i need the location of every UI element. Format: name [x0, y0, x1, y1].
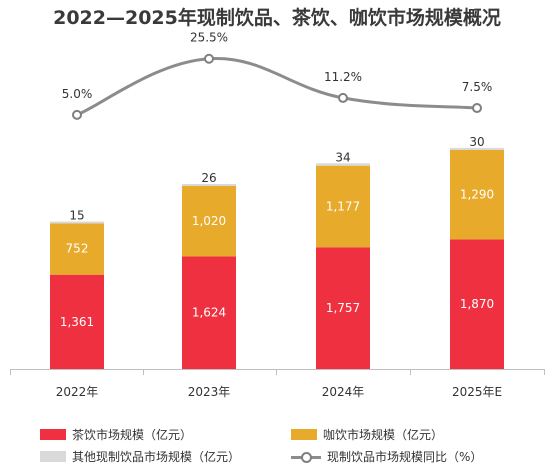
yoy-point: [338, 92, 348, 103]
bar-segment-coffee: [316, 165, 370, 248]
yoy-point: [204, 53, 214, 64]
legend-label-coffee: 咖饮市场规模（亿元）: [323, 428, 444, 442]
x-axis: 2022年 2023年 2024年 2025年E: [10, 369, 545, 399]
chart-plot: 1,361 752 15 1,624 1,020 26 1,757 1,177 34 1,870 1…: [10, 31, 545, 399]
legend-item-tea: 茶饮市场规模（亿元）: [40, 426, 192, 443]
yoy-label: 7.5%: [462, 80, 493, 94]
legend-line-icon: [291, 451, 321, 463]
bar-segment-other: [316, 163, 370, 166]
data-label-tea: 1,361: [60, 315, 94, 329]
bar-segment-coffee: [50, 222, 104, 275]
data-label-coffee: 1,290: [460, 188, 494, 202]
data-label-tea: 1,624: [192, 306, 226, 320]
bar-segment-coffee: [182, 185, 236, 257]
bar-segment-other: [50, 221, 104, 224]
legend-item-coffee: 咖饮市场规模（亿元）: [291, 426, 443, 443]
bar-segment-tea: [450, 239, 504, 369]
data-label-tea: 1,757: [326, 301, 360, 315]
bar-segment-tea: [50, 274, 104, 369]
legend-label-other: 其他现制饮品市场规模（亿元）: [72, 450, 241, 464]
legend-swatch-other: [40, 451, 66, 462]
bar-segment-other: [450, 147, 504, 151]
legend-item-yoy: 现制饮品市场规模同比（%）: [291, 448, 482, 465]
legend-label-yoy: 现制饮品市场规模同比（%）: [327, 450, 483, 464]
legend-swatch-tea: [40, 429, 66, 440]
legend-swatch-coffee: [291, 429, 317, 440]
data-label-other: 30: [469, 135, 484, 149]
bars-layer: 1,361 752 15 1,624 1,020 26 1,757 1,177 34 1,870 1…: [50, 135, 504, 369]
line-layer: 5.0% 25.5% 11.2% 7.5%: [62, 31, 493, 120]
yoy-label: 5.0%: [62, 87, 93, 101]
legend-item-other: 其他现制饮品市场规模（亿元）: [40, 448, 240, 465]
data-label-other: 15: [69, 209, 84, 223]
data-label-other: 26: [201, 171, 216, 185]
data-label-other: 34: [335, 150, 350, 164]
yoy-line: [76, 57, 478, 117]
data-label-tea: 1,870: [460, 297, 494, 311]
bar-segment-tea: [316, 247, 370, 369]
x-tick-label: 2022年: [56, 385, 99, 399]
data-label-coffee: 752: [66, 242, 89, 256]
data-label-coffee: 1,177: [326, 199, 360, 213]
x-tick-label: 2025年E: [452, 385, 502, 399]
yoy-point: [72, 109, 82, 120]
yoy-point: [472, 103, 482, 114]
yoy-label: 11.2%: [324, 70, 362, 84]
bar-segment-coffee: [450, 150, 504, 240]
x-tick-label: 2023年: [188, 385, 231, 399]
legend-label-tea: 茶饮市场规模（亿元）: [72, 428, 193, 442]
data-label-coffee: 1,020: [192, 214, 226, 228]
legend: 茶饮市场规模（亿元） 咖饮市场规模（亿元） 其他现制饮品市场规模（亿元） 现制饮…: [0, 418, 554, 472]
bar-segment-other: [182, 183, 236, 186]
chart-title: 2022—2025年现制饮品、茶饮、咖饮市场规模概况: [53, 7, 501, 29]
x-tick-label: 2024年: [322, 385, 365, 399]
bar-segment-tea: [182, 256, 236, 369]
yoy-label: 25.5%: [190, 31, 228, 45]
